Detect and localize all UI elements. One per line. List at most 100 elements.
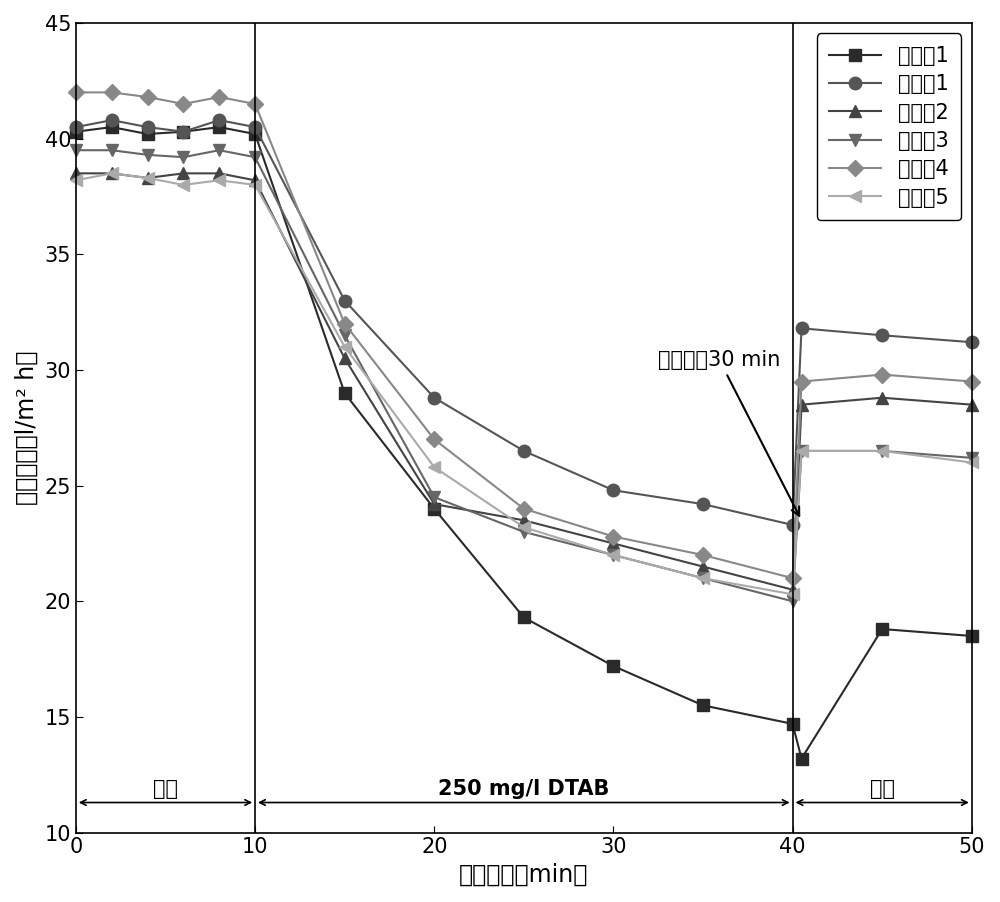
实施例4 (339, 318, 351, 329)
实施例4 (518, 503, 530, 514)
实施例2 (697, 561, 709, 572)
实施例4 (697, 549, 709, 560)
实施例4 (966, 376, 978, 387)
Legend: 比较例1, 实施例1, 实施例2, 实施例3, 实施例4, 实施例5: 比较例1, 实施例1, 实施例2, 实施例3, 实施例4, 实施例5 (817, 33, 961, 220)
实施例1 (966, 336, 978, 347)
实施例1 (607, 485, 619, 496)
实施例1 (428, 392, 440, 403)
Text: 250 mg/l DTAB: 250 mg/l DTAB (438, 779, 610, 799)
实施例5 (518, 522, 530, 533)
实施例5 (249, 179, 261, 190)
实施例1 (249, 122, 261, 133)
实施例2 (70, 168, 82, 179)
实施例2 (966, 400, 978, 410)
实施例5 (876, 446, 888, 456)
Line: 实施例2: 实施例2 (70, 168, 977, 595)
实施例3 (966, 453, 978, 464)
实施例5 (697, 573, 709, 584)
实施例5 (607, 549, 619, 560)
比较例1 (106, 122, 118, 133)
实施例5 (966, 457, 978, 468)
Line: 实施例1: 实施例1 (70, 114, 978, 531)
Line: 比较例1: 比较例1 (70, 122, 977, 764)
实施例4 (213, 92, 225, 103)
实施例1 (796, 323, 808, 334)
实施例1 (70, 122, 82, 133)
比较例1 (966, 630, 978, 641)
实施例3 (142, 150, 154, 161)
实施例5 (787, 589, 799, 600)
Y-axis label: 渗透通量（l/m² h）: 渗透通量（l/m² h） (15, 351, 39, 505)
实施例5 (339, 342, 351, 353)
实施例2 (428, 499, 440, 510)
实施例2 (177, 168, 189, 179)
实施例1 (177, 126, 189, 137)
比较例1 (796, 753, 808, 764)
比较例1 (876, 623, 888, 634)
实施例5 (177, 179, 189, 190)
比较例1 (428, 503, 440, 514)
实施例3 (697, 573, 709, 584)
Line: 实施例3: 实施例3 (70, 144, 977, 607)
实施例1 (876, 330, 888, 341)
实施例2 (876, 392, 888, 403)
实施例4 (787, 573, 799, 584)
实施例3 (213, 145, 225, 156)
比较例1 (177, 126, 189, 137)
实施例2 (213, 168, 225, 179)
Line: 实施例4: 实施例4 (70, 87, 977, 584)
实施例2 (106, 168, 118, 179)
实施例3 (339, 330, 351, 341)
实施例1 (339, 295, 351, 306)
比较例1 (70, 126, 82, 137)
实施例1 (697, 499, 709, 510)
实施例2 (339, 353, 351, 364)
实施例2 (607, 538, 619, 548)
实施例3 (787, 596, 799, 607)
实施例5 (70, 175, 82, 186)
比较例1 (518, 612, 530, 623)
实施例1 (142, 122, 154, 133)
实施例1 (106, 115, 118, 125)
实施例3 (106, 145, 118, 156)
实施例3 (796, 446, 808, 456)
实施例2 (142, 172, 154, 183)
实施例2 (787, 584, 799, 595)
实施例4 (70, 87, 82, 97)
实施例4 (177, 98, 189, 109)
比较例1 (249, 129, 261, 140)
实施例3 (428, 492, 440, 502)
实施例3 (607, 549, 619, 560)
实施例5 (213, 175, 225, 186)
实施例2 (249, 175, 261, 186)
实施例4 (607, 531, 619, 542)
X-axis label: 运行时间（min）: 运行时间（min） (459, 863, 589, 887)
比较例1 (339, 388, 351, 399)
实施例1 (787, 520, 799, 530)
Text: 纯水: 纯水 (153, 779, 178, 799)
实施例3 (876, 446, 888, 456)
Text: 纯水: 纯水 (870, 779, 895, 799)
实施例1 (518, 446, 530, 456)
实施例3 (518, 527, 530, 538)
实施例4 (106, 87, 118, 97)
比较例1 (607, 660, 619, 671)
比较例1 (213, 122, 225, 133)
实施例5 (428, 462, 440, 473)
Text: 物理冲洗30 min: 物理冲洗30 min (658, 350, 799, 516)
比较例1 (787, 719, 799, 730)
实施例3 (70, 145, 82, 156)
实施例4 (428, 434, 440, 445)
实施例4 (142, 92, 154, 103)
比较例1 (142, 129, 154, 140)
实施例3 (249, 152, 261, 162)
比较例1 (697, 700, 709, 711)
实施例2 (796, 400, 808, 410)
实施例4 (876, 369, 888, 380)
实施例5 (106, 168, 118, 179)
实施例5 (796, 446, 808, 456)
Line: 实施例5: 实施例5 (70, 168, 977, 600)
实施例2 (518, 515, 530, 526)
实施例4 (796, 376, 808, 387)
实施例1 (213, 115, 225, 125)
